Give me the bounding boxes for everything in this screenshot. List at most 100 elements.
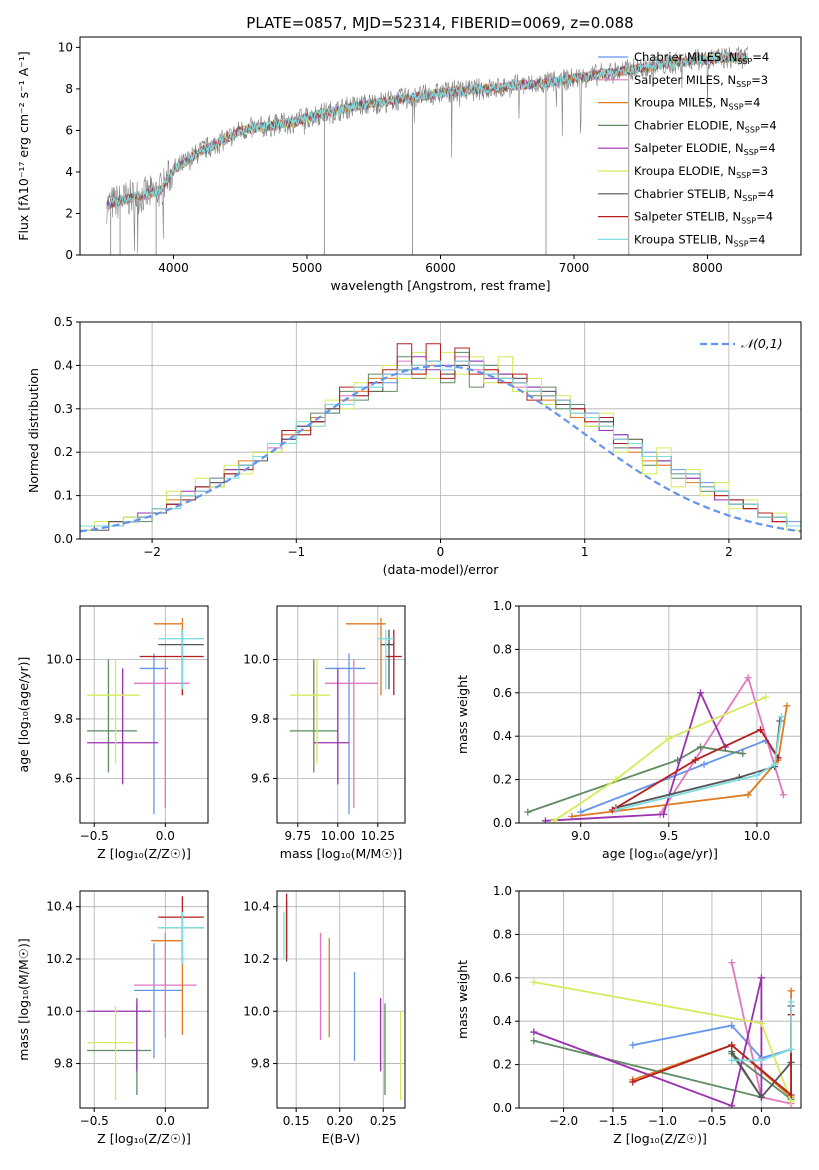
mass-weight-marker — [691, 756, 699, 764]
mass-weight-line — [533, 977, 763, 1108]
x-tick-label: 10.0 — [744, 829, 771, 843]
mass-weight-marker — [530, 978, 538, 986]
y-tick-label: 0.2 — [493, 1058, 512, 1072]
mass-weight-marker — [728, 1022, 736, 1030]
mass-weight-marker — [530, 1028, 538, 1036]
mass-weight-marker — [524, 808, 532, 816]
y-tick-label: 2 — [65, 206, 73, 220]
y-tick-label: 0.1 — [54, 489, 73, 503]
x-tick-label: 5000 — [292, 261, 323, 275]
mass-weight-marker — [778, 713, 786, 721]
mass_vs_ebv-frame — [276, 890, 406, 1109]
mass-weight-marker — [728, 1048, 736, 1056]
x-tick-label: 7000 — [559, 261, 590, 275]
mass-weight-line — [615, 716, 783, 811]
y-tick-label: 8 — [65, 82, 73, 96]
mass-weight-line — [527, 746, 743, 813]
mass-weight-line — [632, 1014, 792, 1097]
x-tick-label: 0.20 — [326, 1114, 353, 1128]
mass-weight-line — [571, 705, 788, 818]
mass-weight-marker — [728, 1102, 736, 1108]
mass_vs_ebv-plot — [283, 893, 402, 1101]
y-axis-label: age [log₁₀(age/yr)] — [16, 657, 31, 773]
x-tick-label: −1.0 — [648, 1114, 677, 1128]
mass-weight-marker — [612, 776, 620, 784]
mass-weight-marker — [697, 689, 705, 697]
y-tick-label: 9.8 — [54, 712, 73, 726]
mass-weight-marker — [629, 1078, 637, 1086]
mass-weight-line — [553, 696, 767, 822]
age_vs_mass-plot — [289, 617, 402, 815]
legend-label: Chabrier ELODIE, NSSP=4 — [634, 118, 777, 134]
y-tick-label: 9.8 — [251, 1057, 270, 1071]
y-tick-label: 10.0 — [243, 1004, 270, 1018]
mass-weight-marker — [756, 726, 764, 734]
x-tick-label: 9.0 — [571, 829, 590, 843]
mass-weight-marker — [530, 1037, 538, 1045]
y-tick-label: 0.6 — [493, 686, 512, 700]
residuals-frame — [79, 321, 802, 540]
x-axis-label: age [log₁₀(age/yr)] — [602, 846, 718, 861]
x-tick-label: 10.25 — [361, 829, 395, 843]
x-tick-label: 2 — [725, 545, 733, 559]
mass-weight-marker — [728, 1041, 736, 1049]
spectrum-legend: Chabrier MILES, NSSP=4 Salpeter MILES, NS… — [598, 50, 777, 248]
y-tick-label: 1.0 — [493, 884, 512, 898]
x-tick-label: 0.25 — [370, 1114, 397, 1128]
mass-weight-marker — [757, 1056, 765, 1064]
y-tick-label: 10 — [58, 40, 73, 54]
x-tick-label: −2 — [143, 545, 161, 559]
y-tick-label: 0.4 — [493, 1014, 512, 1028]
y-tick-label: 9.6 — [251, 771, 270, 785]
residuals-axes: −2 −1 0 1 2 0.0 0.1 0.2 0.3 0.4 0.5 (data-model)/er… — [26, 315, 801, 577]
legend-label: Chabrier STELIB, NSSP=4 — [634, 187, 774, 203]
y-tick-label: 0.0 — [493, 1101, 512, 1115]
age_vs_mass-frame — [276, 605, 406, 824]
weight_vs_Z-frame — [518, 890, 802, 1109]
y-tick-label: 10.0 — [243, 653, 270, 667]
x-tick-label: 0.0 — [156, 1114, 175, 1128]
x-tick-label: −2.0 — [549, 1114, 578, 1128]
x-axis-label: E(B-V) — [322, 1131, 361, 1146]
y-tick-label: 0.2 — [493, 773, 512, 787]
y-tick-label: 4 — [65, 165, 73, 179]
legend-label: Salpeter ELODIE, NSSP=4 — [634, 141, 776, 157]
age_vs_Z-frame — [79, 605, 209, 824]
y-tick-label: 9.6 — [54, 771, 73, 785]
y-tick-label: 0.5 — [54, 315, 73, 329]
x-tick-label: −0.5 — [80, 1114, 109, 1128]
x-tick-label: 8000 — [692, 261, 723, 275]
y-tick-label: 9.8 — [251, 712, 270, 726]
y-tick-label: 6 — [65, 123, 73, 137]
mass_vs_Z-axes: −0.5 0.0 9.8 10.0 10.2 10.4 Z [log₁₀(Z/Z☉)] mas… — [16, 891, 208, 1146]
x-tick-label: −0.5 — [697, 1114, 726, 1128]
y-tick-label: 0 — [65, 248, 73, 262]
x-axis-label: Z [log₁₀(Z/Z☉)] — [97, 846, 191, 861]
x-tick-label: −1 — [287, 545, 305, 559]
mass-weight-marker — [660, 810, 668, 818]
histogram-plot — [80, 343, 801, 533]
x-tick-label: 6000 — [425, 261, 456, 275]
mass-weight-marker — [757, 974, 765, 982]
x-tick-label: 9.75 — [284, 829, 311, 843]
y-tick-label: 0.8 — [493, 927, 512, 941]
y-tick-label: 10.0 — [46, 653, 73, 667]
mass-weight-marker — [700, 760, 708, 768]
y-tick-label: 1.0 — [493, 599, 512, 613]
y-axis-label: mass [log₁₀(M/M☉)] — [16, 938, 31, 1060]
x-tick-label: 0 — [437, 545, 445, 559]
weight_vs_age-frame — [518, 605, 802, 824]
weight_vs_Z-axes: −2.0 −1.5 −1.0 −0.5 0.0 0.0 0.2 0.4 0.6 0.8 1.0 Z [… — [455, 884, 801, 1146]
weight_vs_age-plot — [524, 674, 791, 823]
x-tick-label: 9.5 — [659, 829, 678, 843]
mass-weight-marker — [787, 1091, 795, 1099]
x-axis-label: mass [log₁₀(M/M☉)] — [280, 846, 402, 861]
y-tick-label: 10.2 — [243, 952, 270, 966]
gaussian-reference-curve — [80, 364, 801, 533]
x-tick-label: 10.00 — [321, 829, 355, 843]
mass_vs_ebv-axes: 0.15 0.20 0.25 9.8 10.0 10.2 10.4 E(B-V) — [243, 891, 405, 1146]
legend-label: Kroupa MILES, NSSP=4 — [634, 96, 760, 112]
mass-weight-marker — [550, 817, 558, 823]
y-axis-label: mass weight — [455, 675, 470, 754]
mass-weight-marker — [787, 987, 795, 995]
